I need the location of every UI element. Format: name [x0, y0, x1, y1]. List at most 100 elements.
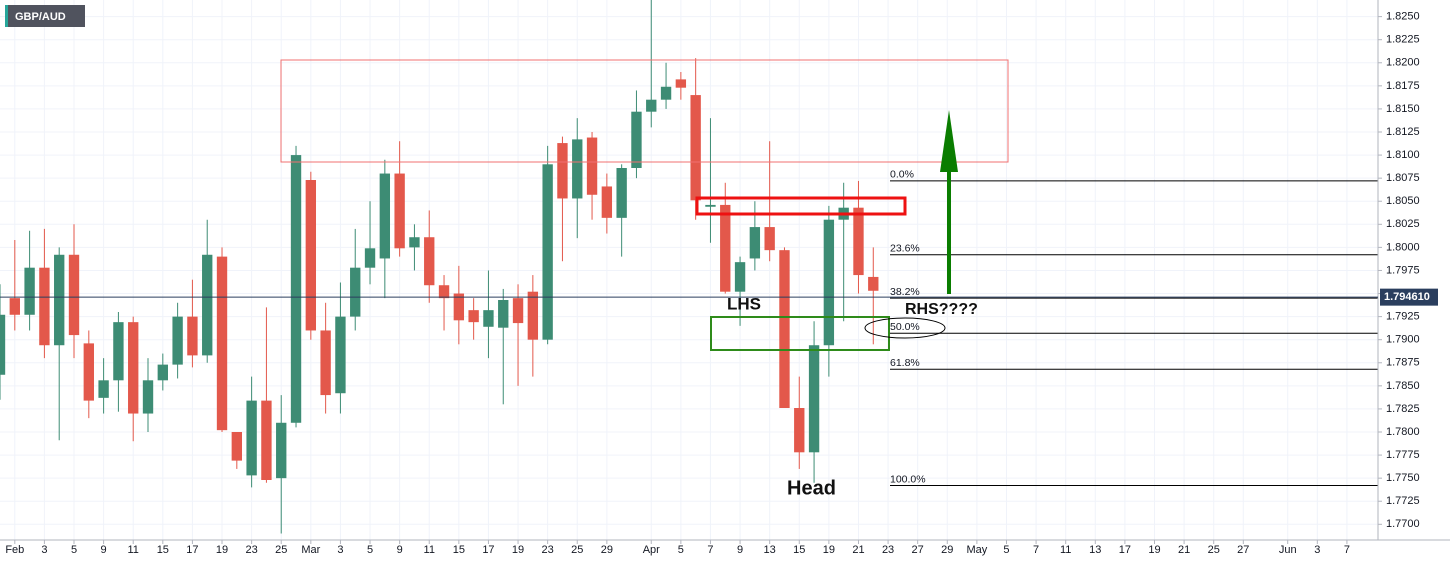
- x-tick-label: 15: [793, 544, 805, 556]
- candle-body: [631, 111, 642, 168]
- candle-body: [305, 180, 317, 331]
- candle-body: [128, 322, 139, 414]
- x-tick-label: 29: [601, 544, 613, 556]
- shoulder-zone: [710, 316, 890, 351]
- candle-body: [690, 95, 701, 201]
- x-tick-label: 13: [764, 544, 776, 556]
- x-tick-label: 17: [186, 544, 198, 556]
- x-tick-label: 5: [71, 544, 77, 556]
- fib-label: 23.6%: [890, 243, 920, 255]
- x-tick-label: 5: [367, 544, 373, 556]
- candle-body: [172, 316, 183, 365]
- candle-body: [246, 400, 257, 476]
- y-tick-label: 1.8075: [1386, 172, 1420, 184]
- candle-body: [98, 380, 109, 398]
- x-tick-label: 3: [41, 544, 47, 556]
- candle-body: [39, 267, 50, 346]
- y-tick-label: 1.7750: [1386, 472, 1420, 484]
- grid: [0, 0, 1378, 540]
- x-tick-label: Feb: [5, 544, 24, 556]
- candle-body: [409, 237, 420, 248]
- y-tick-label: 1.7875: [1386, 357, 1420, 369]
- resistance-zone: [280, 59, 1009, 163]
- candle-body: [216, 256, 228, 431]
- x-tick-label: 21: [1178, 544, 1190, 556]
- x-tick-label: 5: [1003, 544, 1009, 556]
- x-tick-label: 25: [275, 544, 287, 556]
- lhs-label: LHS: [727, 294, 761, 313]
- x-tick-label: 15: [453, 544, 465, 556]
- candle-body: [764, 227, 775, 251]
- x-tick-label: 11: [424, 544, 435, 556]
- candle-body: [320, 330, 331, 396]
- x-tick-label: 17: [482, 544, 494, 556]
- candle-body: [823, 219, 835, 346]
- x-tick-label: Jun: [1279, 544, 1297, 556]
- x-tick-label: 27: [1237, 544, 1249, 556]
- candle-body: [512, 298, 524, 324]
- candle-body: [468, 310, 479, 323]
- head-label: Head: [787, 477, 836, 499]
- candle-body: [438, 285, 450, 299]
- y-tick-label: 1.7975: [1386, 264, 1420, 276]
- x-tick-label: 19: [216, 544, 228, 556]
- x-tick-label: 5: [678, 544, 684, 556]
- candle-body: [616, 168, 627, 218]
- fib-label: 100.0%: [890, 473, 926, 485]
- candle-body: [350, 267, 361, 317]
- x-tick-label: Apr: [643, 544, 660, 556]
- y-tick-label: 1.7825: [1386, 403, 1420, 415]
- candle-body: [720, 204, 731, 292]
- candle-body: [808, 345, 820, 453]
- candle-body: [749, 227, 761, 259]
- candle-body: [779, 250, 790, 408]
- candle-body: [0, 314, 6, 375]
- fibonacci: 0.0% 23.6% 38.2% 50.0% 61.8% 100.0%: [890, 169, 1378, 487]
- y-tick-label: 1.8200: [1386, 57, 1420, 69]
- x-tick-label: 7: [707, 544, 713, 556]
- x-tick-label: 7: [1344, 544, 1350, 556]
- highlight-ellipse: [864, 317, 946, 339]
- x-tick-label: 13: [1089, 544, 1101, 556]
- x-tick-label: 11: [1060, 544, 1071, 556]
- neckline-zone: [695, 196, 907, 216]
- candle-body: [483, 310, 494, 327]
- x-tick-label: 9: [397, 544, 403, 556]
- x-tick-label: 23: [882, 544, 894, 556]
- y-tick-label: 1.8000: [1386, 241, 1420, 253]
- y-tick-label: 1.8100: [1386, 149, 1420, 161]
- candle-body: [394, 173, 405, 249]
- candle-body: [202, 254, 213, 356]
- fib-label: 61.8%: [890, 357, 920, 369]
- x-tick-label: 25: [571, 544, 583, 556]
- candle-body: [68, 254, 80, 336]
- candle-body: [557, 143, 568, 199]
- y-tick-label: 1.7700: [1386, 518, 1420, 530]
- x-tick-label: 25: [1208, 544, 1220, 556]
- y-tick-label: 1.8225: [1386, 34, 1420, 46]
- x-tick-label: 23: [542, 544, 554, 556]
- candle-body: [586, 137, 598, 195]
- candle-body: [261, 400, 272, 480]
- candle-body: [542, 164, 553, 340]
- candle-body: [24, 267, 35, 315]
- rhs-label: RHS????: [905, 301, 978, 318]
- y-tick-label: 1.7900: [1386, 334, 1420, 346]
- candle-body: [157, 364, 168, 381]
- y-tick-label: 1.8025: [1386, 218, 1420, 230]
- fib-label: 38.2%: [890, 286, 920, 298]
- candle-body: [290, 155, 302, 423]
- candle-body: [113, 322, 124, 381]
- candle-body: [498, 300, 509, 328]
- y-tick-label: 1.8125: [1386, 126, 1420, 138]
- y-tick-label: 1.8250: [1386, 11, 1420, 23]
- x-tick-label: Mar: [301, 544, 320, 556]
- candle-body: [794, 408, 805, 453]
- candle-body: [853, 207, 864, 276]
- x-tick-label: 19: [1148, 544, 1160, 556]
- candle-body: [868, 276, 879, 291]
- candle-body: [453, 293, 465, 321]
- x-tick-label: 17: [1119, 544, 1131, 556]
- candle-body: [364, 248, 376, 268]
